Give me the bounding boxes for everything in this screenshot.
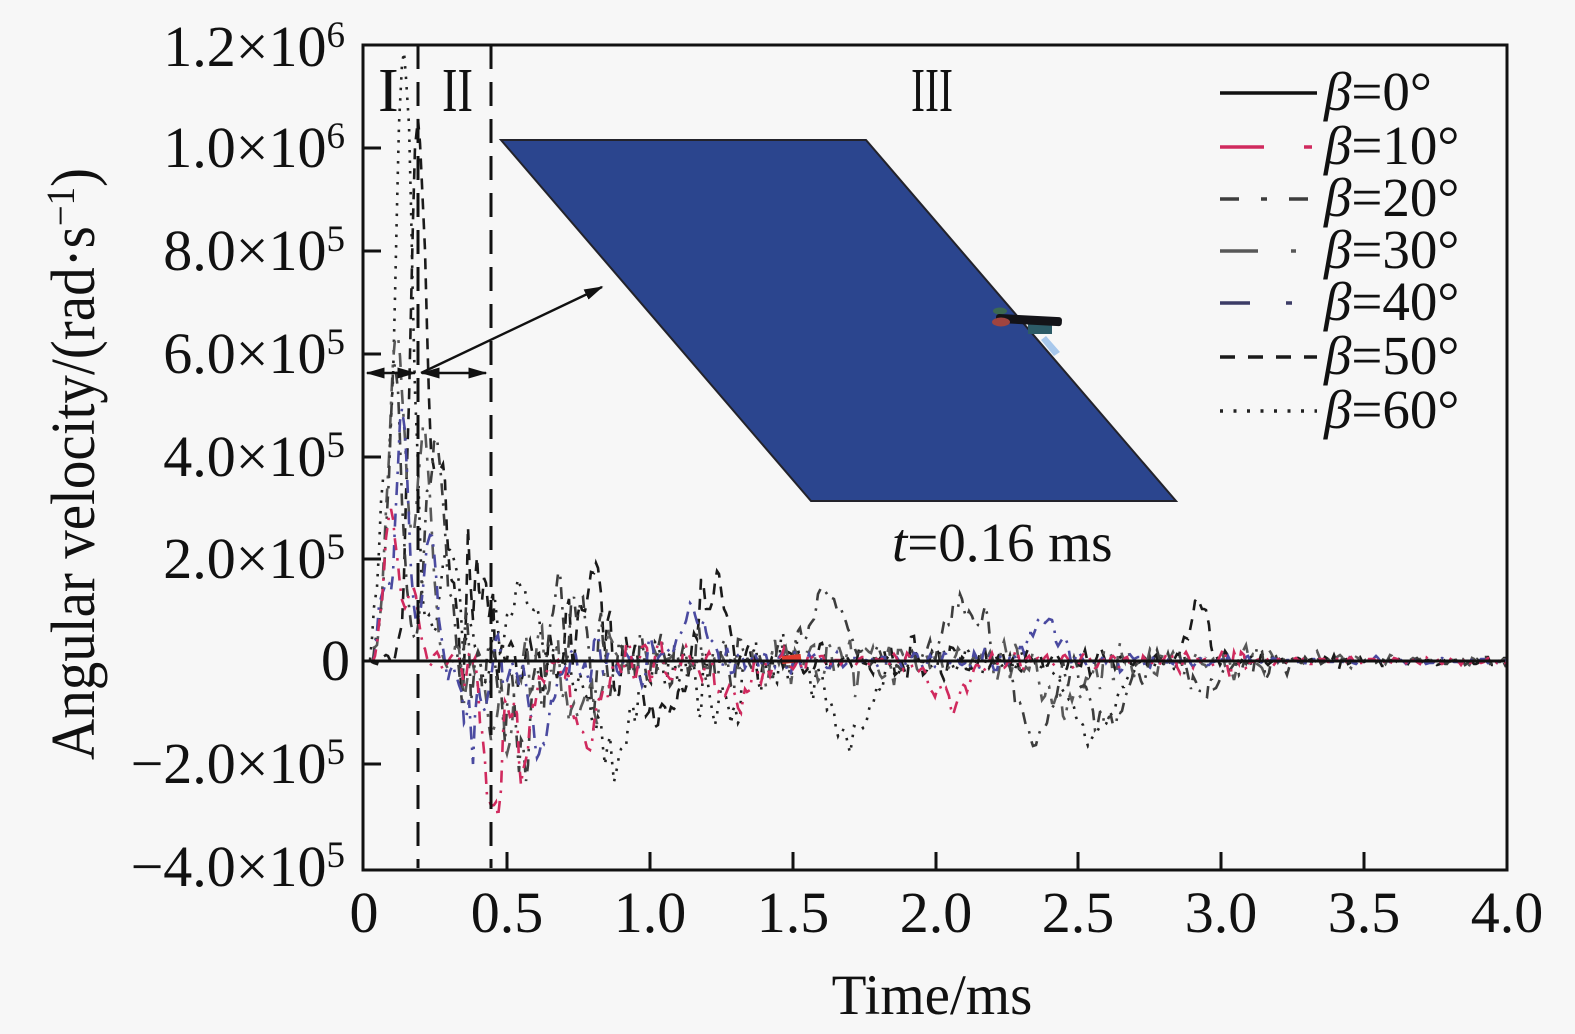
svg-text:β=20°: β=20°: [1323, 167, 1459, 228]
svg-text:3.0: 3.0: [1185, 880, 1258, 945]
svg-text:4.0×105: 4.0×105: [163, 424, 345, 489]
svg-text:2.0: 2.0: [900, 880, 973, 945]
svg-text:III: III: [911, 57, 953, 125]
svg-text:β=50°: β=50°: [1323, 325, 1459, 386]
svg-text:4.0: 4.0: [1471, 880, 1544, 945]
svg-text:1.0: 1.0: [614, 880, 687, 945]
svg-text:3.5: 3.5: [1328, 880, 1401, 945]
svg-text:0: 0: [350, 880, 379, 945]
svg-text:t=0.16 ms: t=0.16 ms: [892, 512, 1112, 573]
svg-text:1.5: 1.5: [757, 880, 830, 945]
svg-text:8.0×105: 8.0×105: [163, 218, 345, 283]
svg-text:0.5: 0.5: [471, 880, 544, 945]
svg-text:I: I: [378, 57, 399, 125]
svg-text:II: II: [442, 57, 473, 125]
svg-text:β=10°: β=10°: [1323, 115, 1459, 176]
svg-text:β=0°: β=0°: [1323, 61, 1432, 122]
svg-text:β=30°: β=30°: [1323, 219, 1459, 280]
svg-text:2.0×105: 2.0×105: [163, 526, 345, 591]
svg-text:−2.0×105: −2.0×105: [131, 731, 345, 796]
svg-text:6.0×105: 6.0×105: [163, 321, 345, 386]
svg-text:β=40°: β=40°: [1323, 271, 1459, 332]
svg-text:Time/ms: Time/ms: [832, 964, 1033, 1027]
svg-text:1.0×106: 1.0×106: [163, 115, 345, 180]
svg-text:−4.0×105: −4.0×105: [131, 834, 345, 899]
svg-text:1.2×106: 1.2×106: [163, 14, 345, 79]
svg-text:2.5: 2.5: [1042, 880, 1115, 945]
svg-text:Angular velocity/(rad·s−1): Angular velocity/(rad·s−1): [38, 168, 108, 760]
svg-text:β=60°: β=60°: [1323, 379, 1459, 440]
svg-text:0: 0: [321, 628, 350, 693]
